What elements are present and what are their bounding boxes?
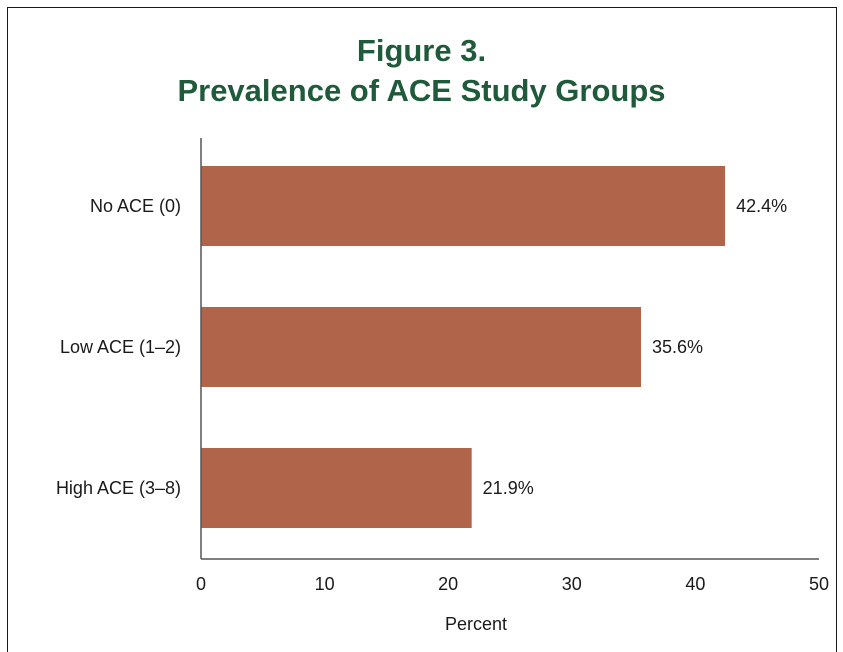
chart-title-line-2: Prevalence of ACE Study Groups bbox=[177, 73, 666, 108]
figure-frame bbox=[7, 7, 837, 652]
data-label: 42.4% bbox=[736, 196, 787, 216]
x-tick-label: 20 bbox=[438, 574, 458, 594]
bar bbox=[201, 307, 642, 387]
data-label: 35.6% bbox=[652, 337, 703, 357]
x-tick-label: 10 bbox=[315, 574, 335, 594]
bar bbox=[201, 166, 726, 246]
x-tick-label: 40 bbox=[685, 574, 705, 594]
x-tick-label: 50 bbox=[809, 574, 829, 594]
category-label: No ACE (0) bbox=[90, 196, 181, 216]
category-label: Low ACE (1–2) bbox=[60, 337, 181, 357]
x-axis-title: Percent bbox=[445, 614, 507, 634]
data-label: 21.9% bbox=[483, 478, 534, 498]
chart-title-line-1: Figure 3. bbox=[356, 33, 487, 68]
x-tick-label: 30 bbox=[562, 574, 582, 594]
x-tick-label: 0 bbox=[196, 574, 206, 594]
bar bbox=[201, 448, 472, 528]
category-label: High ACE (3–8) bbox=[56, 478, 181, 498]
